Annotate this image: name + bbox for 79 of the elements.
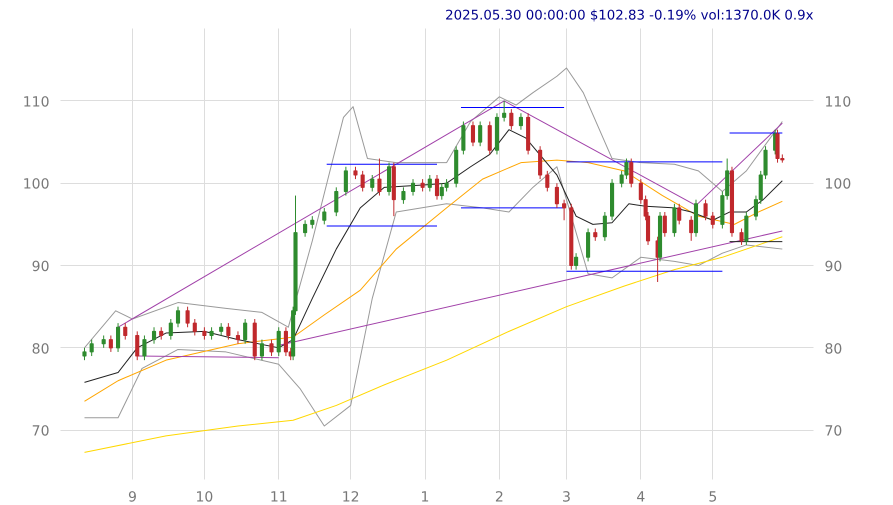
candlestick xyxy=(334,186,338,217)
candlestick xyxy=(310,216,314,229)
candlestick xyxy=(116,322,120,352)
candlestick xyxy=(509,108,514,130)
candlestick xyxy=(219,322,224,336)
x-tick-label: 9 xyxy=(128,490,137,505)
candlestick xyxy=(168,318,173,340)
candlestick xyxy=(545,170,550,192)
candlestick xyxy=(377,158,382,196)
candlestick xyxy=(192,318,197,336)
candlestick xyxy=(142,334,146,361)
y2-tick-label: 110 xyxy=(824,94,852,110)
candlestick xyxy=(629,158,634,188)
candlestick xyxy=(322,207,326,225)
candlestick xyxy=(662,212,667,238)
candlestick xyxy=(420,178,425,192)
candlestick xyxy=(102,334,106,348)
candlestick xyxy=(186,306,190,328)
candlestick xyxy=(689,216,694,242)
candlestick xyxy=(593,228,598,242)
y-tick-label: 70 xyxy=(32,424,50,440)
candlestick xyxy=(602,212,607,242)
candlestick xyxy=(704,199,708,221)
y2-tick-label: 80 xyxy=(824,341,842,358)
candlestick xyxy=(353,166,358,180)
x-tick-label: 10 xyxy=(195,490,214,505)
line-series xyxy=(84,68,783,348)
candlestick xyxy=(303,220,308,238)
candlestick xyxy=(90,339,94,357)
y-tick-label: 80 xyxy=(32,341,50,358)
candlestick xyxy=(478,121,482,147)
line-series xyxy=(84,236,783,453)
candlestick xyxy=(260,339,264,361)
candlestick xyxy=(470,121,476,147)
candlestick xyxy=(135,330,140,361)
y-tick-label: 100 xyxy=(22,176,50,193)
candlestick xyxy=(562,199,566,221)
candlestick xyxy=(243,318,248,344)
x-tick-label: 3 xyxy=(562,490,571,505)
candlestick xyxy=(677,203,682,225)
candlestick xyxy=(502,100,506,122)
candlestick xyxy=(202,326,206,340)
candlestick xyxy=(740,228,744,246)
candlestick xyxy=(344,166,348,196)
y2-tick-label: 100 xyxy=(824,176,852,193)
candlestick xyxy=(574,252,578,270)
line-series xyxy=(84,129,783,383)
x-tick-label: 1 xyxy=(420,490,430,505)
candlestick xyxy=(410,178,416,196)
candlestick xyxy=(108,334,113,352)
y-tick-label: 90 xyxy=(32,259,50,276)
candlestick xyxy=(710,212,715,229)
candlestick xyxy=(159,326,164,340)
x-tick-label: 12 xyxy=(342,490,360,505)
y2-tick-label: 90 xyxy=(824,259,842,276)
candlestick xyxy=(434,174,440,200)
x-tick-label: 4 xyxy=(636,490,646,505)
candlestick xyxy=(176,306,180,328)
x-tick-label: 11 xyxy=(270,490,288,505)
chart-title: 2025.05.30 00:00:00 $102.83 -0.19% vol:1370.0K 0.9x xyxy=(445,8,814,24)
candlestick xyxy=(276,326,281,357)
candlestick xyxy=(554,182,559,208)
candlestick xyxy=(269,339,274,357)
candlestick xyxy=(360,170,365,192)
candlestick xyxy=(226,322,230,340)
candlestick xyxy=(370,174,374,192)
candlestick xyxy=(236,330,240,344)
y-tick-label: 110 xyxy=(22,94,50,110)
candlestick xyxy=(123,322,128,340)
candlestick xyxy=(210,326,214,340)
candlestick xyxy=(82,347,87,361)
candlestick xyxy=(152,326,156,344)
candlestick xyxy=(518,112,523,130)
candlestick xyxy=(428,174,432,192)
x-tick-label: 2 xyxy=(494,490,504,505)
candlestick xyxy=(401,186,406,204)
candlestick xyxy=(284,326,288,357)
x-tick-label: 5 xyxy=(708,490,718,505)
y2-tick-label: 70 xyxy=(824,424,842,440)
